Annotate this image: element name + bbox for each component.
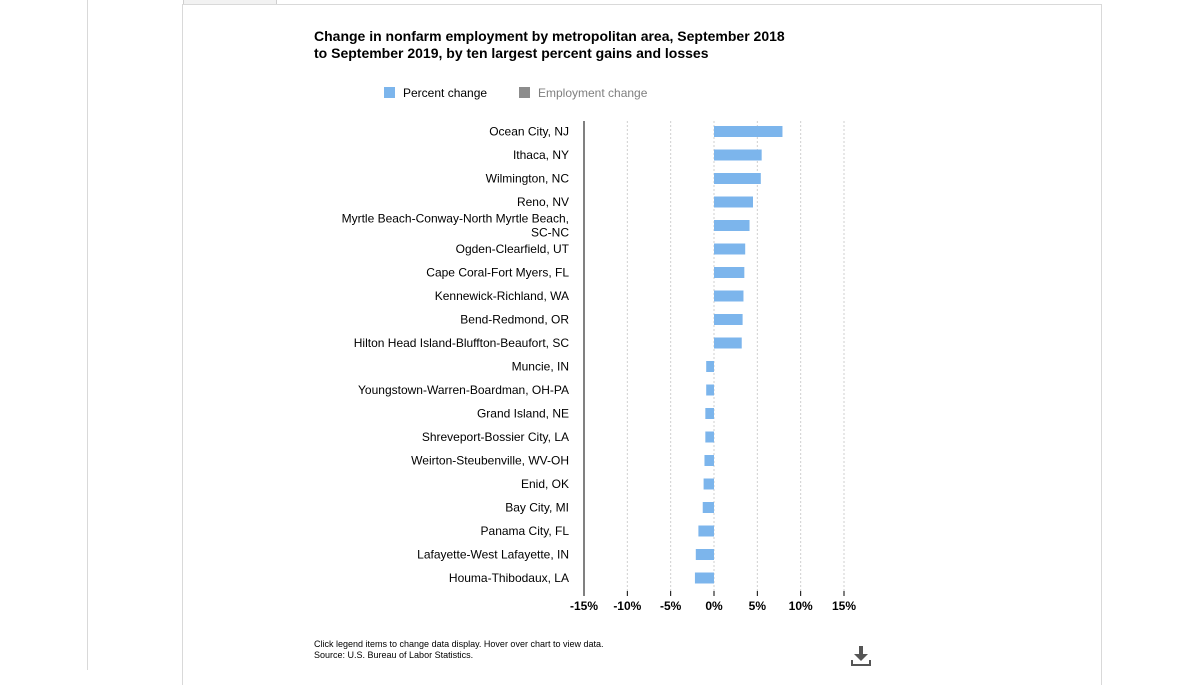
- bar[interactable]: [714, 220, 750, 231]
- chart-footnote: Click legend items to change data displa…: [314, 639, 603, 661]
- footnote-source: Source: U.S. Bureau of Labor Statistics.: [314, 650, 474, 660]
- chart-title: Change in nonfarm employment by metropol…: [314, 28, 785, 61]
- bar[interactable]: [706, 384, 714, 396]
- category-label: SC-NC: [531, 226, 569, 240]
- category-label: Bend-Redmond, OR: [460, 313, 569, 327]
- category-label: Wilmington, NC: [486, 172, 570, 186]
- category-label: Myrtle Beach-Conway-North Myrtle Beach,: [342, 212, 569, 226]
- bar[interactable]: [705, 408, 714, 419]
- legend-swatch-percent: [384, 87, 395, 98]
- x-tick-label: 5%: [749, 599, 767, 613]
- footnote-instructions: Click legend items to change data displa…: [314, 639, 604, 649]
- legend-swatch-employment: [519, 87, 530, 98]
- bar[interactable]: [714, 314, 743, 325]
- category-label: Kennewick-Richland, WA: [435, 289, 569, 303]
- category-label: Hilton Head Island-Bluffton-Beaufort, SC: [354, 336, 570, 350]
- bar[interactable]: [714, 337, 742, 349]
- download-icon: [851, 646, 871, 666]
- category-label: Enid, OK: [521, 477, 569, 491]
- bar[interactable]: [703, 478, 714, 490]
- category-label: Muncie, IN: [512, 360, 569, 374]
- category-label: Ocean City, NJ: [489, 125, 569, 139]
- category-label: Grand Island, NE: [477, 407, 569, 421]
- bar[interactable]: [705, 431, 714, 443]
- chart-plot[interactable]: -15% -10% -5% 0% 5% 10% 15% Ocean City, NJ Ithac…: [0, 0, 1192, 670]
- x-tick-label: 15%: [832, 599, 856, 613]
- category-label: Shreveport-Bossier City, LA: [422, 430, 569, 444]
- bar[interactable]: [714, 173, 761, 184]
- category-label: Ithaca, NY: [513, 148, 569, 162]
- bar[interactable]: [706, 361, 714, 372]
- chart-panel: [182, 4, 1102, 685]
- x-tick-label: 10%: [789, 599, 813, 613]
- category-label: Houma-Thibodaux, LA: [449, 571, 569, 585]
- category-label: Youngstown-Warren-Boardman, OH-PA: [358, 383, 569, 397]
- legend-label-percent: Percent change: [403, 86, 488, 100]
- bar[interactable]: [714, 149, 762, 161]
- category-label: Ogden-Clearfield, UT: [456, 242, 570, 256]
- category-label: Bay City, MI: [505, 501, 569, 515]
- download-button[interactable]: [849, 644, 873, 668]
- bar[interactable]: [698, 525, 714, 537]
- category-label: Panama City, FL: [481, 524, 570, 538]
- category-label: Cape Coral-Fort Myers, FL: [426, 266, 569, 280]
- category-label: Weirton-Steubenville, WV-OH: [411, 454, 569, 468]
- bar[interactable]: [714, 126, 783, 137]
- category-label: Reno, NV: [517, 195, 569, 209]
- bar[interactable]: [714, 267, 745, 278]
- bar[interactable]: [695, 549, 714, 560]
- x-tick-label: -5%: [660, 599, 682, 613]
- page-left-rule: [87, 0, 88, 670]
- legend-label-employment: Employment change: [538, 86, 648, 100]
- bar[interactable]: [704, 455, 714, 466]
- bar[interactable]: [714, 196, 753, 208]
- bar[interactable]: [714, 243, 746, 255]
- x-tick-label: 0%: [705, 599, 723, 613]
- bar[interactable]: [702, 502, 714, 513]
- category-label: Lafayette-West Lafayette, IN: [417, 548, 569, 562]
- x-tick-label: -15%: [570, 599, 598, 613]
- bar[interactable]: [694, 572, 714, 584]
- x-tick-label: -10%: [613, 599, 641, 613]
- bar[interactable]: [714, 290, 744, 302]
